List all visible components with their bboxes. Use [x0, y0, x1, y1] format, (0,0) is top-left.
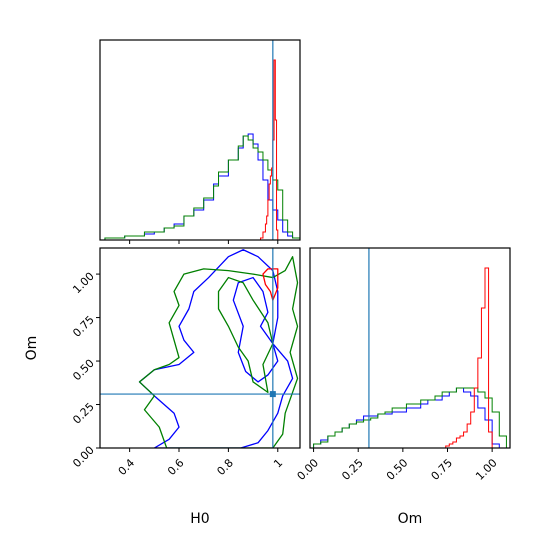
joint-contour-0-0 [138, 249, 294, 448]
h0-marginal-frame [99, 39, 301, 241]
om-marginal-xtick-label-1: 0.25 [339, 456, 366, 483]
om-marginal-series-group [313, 267, 507, 448]
om-marginal-xtick-label-0: 0.00 [295, 456, 322, 483]
joint-xtick-label-2: 0.8 [214, 456, 236, 478]
h0-marginal-series-group [104, 59, 300, 240]
joint-ytick-label-1: 0.25 [70, 400, 97, 427]
joint-contour-2-0 [262, 268, 279, 301]
h0-marginal-panel [99, 39, 301, 244]
om-marginal-hist-0 [313, 387, 500, 448]
h0-marginal-hist-2 [259, 59, 279, 240]
h0-marginal-hist-0 [104, 133, 300, 240]
joint-ylabel: Om [24, 336, 40, 361]
h0-marginal-hist-1 [104, 135, 300, 240]
joint-xtick-label-1: 0.6 [165, 456, 187, 478]
joint-contour-group [138, 249, 299, 448]
joint-frame [99, 247, 301, 449]
joint-ytick-label-3: 0.75 [70, 313, 97, 340]
joint-ytick-label-4: 1.00 [70, 270, 97, 297]
om-marginal-hist-2 [445, 267, 493, 448]
joint-contour-1-1 [217, 276, 274, 393]
om-marginal-xtick-label-3: 0.75 [429, 456, 456, 483]
om-marginal-xtick-label-2: 0.50 [384, 456, 411, 483]
joint-xlabel: H0 [190, 511, 209, 527]
om-marginal-frame [309, 247, 511, 449]
om-marginal-hist-1 [313, 387, 507, 448]
om-marginal-panel: 0.00 0.25 0.50 0.75 1.00 Om [295, 247, 511, 527]
om-marginal-xlabel: Om [398, 511, 423, 527]
joint-ytick-label-0: 0.00 [70, 444, 97, 471]
joint-xtick-label-0: 0.4 [116, 456, 138, 478]
joint-contour-1-0 [138, 256, 299, 448]
om-marginal-xtick-label-4: 1.00 [473, 456, 500, 483]
joint-xtick-label-3: 1 [271, 456, 285, 470]
h0-om-joint-panel: 0.4 0.6 0.8 1 0.00 0.25 0.50 0.75 1.00 H0 Om [24, 247, 301, 527]
joint-truth-marker [269, 391, 276, 398]
joint-ytick-label-2: 0.50 [70, 357, 97, 384]
